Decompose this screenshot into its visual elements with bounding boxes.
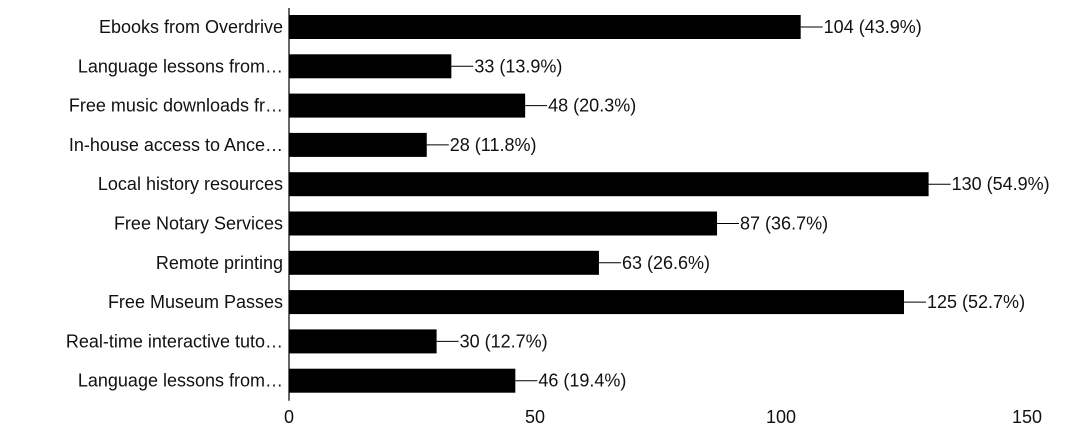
category-label: Ebooks from Overdrive — [99, 17, 283, 37]
category-labels: Ebooks from Overdrive Language lessons fr… — [66, 17, 283, 391]
x-tick-label: 50 — [525, 407, 545, 427]
data-label: 104 (43.9%) — [824, 17, 922, 37]
category-label: Language lessons from… — [78, 371, 283, 391]
data-label: 87 (36.7%) — [740, 214, 828, 234]
data-label: 125 (52.7%) — [927, 292, 1025, 312]
bars-layer — [289, 15, 929, 393]
x-tick-label: 150 — [1012, 407, 1042, 427]
bar — [289, 15, 801, 39]
category-label: Remote printing — [156, 253, 283, 273]
bar — [289, 132, 427, 157]
bar — [289, 368, 516, 393]
data-label: 30 (12.7%) — [460, 331, 548, 351]
bar — [289, 54, 452, 79]
data-labels: 104 (43.9%) 33 (13.9%) 48 (20.3%) 28 (11.8%… — [426, 17, 1050, 391]
bar — [289, 290, 904, 315]
data-label: 63 (26.6%) — [622, 253, 710, 273]
data-label: 33 (13.9%) — [474, 56, 562, 76]
category-label: In-house access to Ance… — [69, 135, 283, 155]
bar — [289, 250, 599, 275]
bar — [289, 211, 718, 236]
data-label: 28 (11.8%) — [450, 135, 537, 155]
data-label: 46 (19.4%) — [538, 371, 626, 391]
category-label: Free Notary Services — [114, 214, 283, 234]
x-tick-label: 0 — [284, 407, 294, 427]
category-label: Local history resources — [98, 174, 283, 194]
bar — [289, 93, 526, 118]
bar — [289, 172, 929, 197]
data-label: 48 (20.3%) — [548, 96, 636, 116]
data-label: 130 (54.9%) — [952, 174, 1050, 194]
x-axis: 0 50 100 150 — [284, 8, 1042, 427]
category-label: Real-time interactive tuto… — [66, 331, 283, 351]
x-tick-label: 100 — [766, 407, 796, 427]
category-label: Free Museum Passes — [108, 292, 283, 312]
category-label: Free music downloads fr… — [69, 96, 283, 116]
category-label: Language lessons from… — [78, 56, 283, 76]
bar — [289, 329, 437, 354]
